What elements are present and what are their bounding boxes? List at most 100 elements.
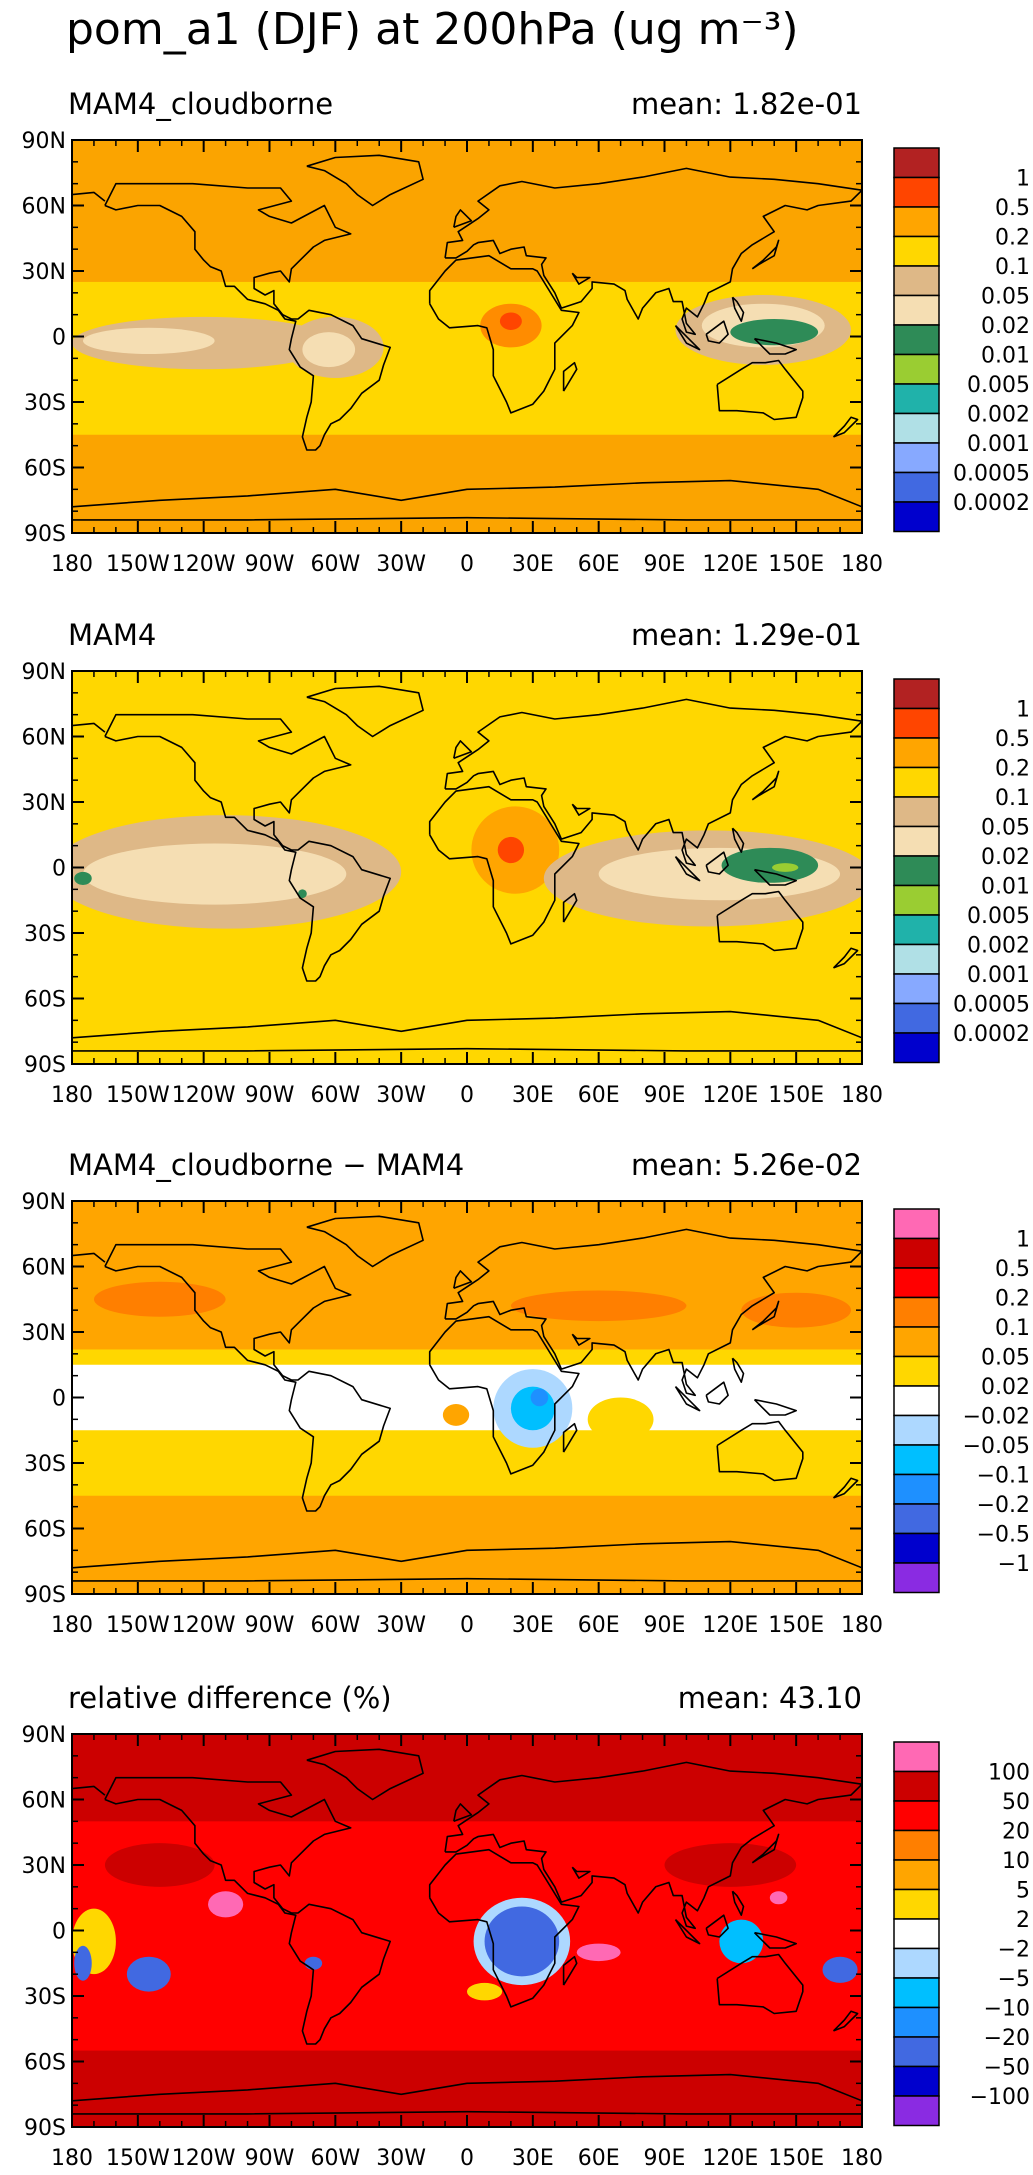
coastline: [445, 720, 862, 867]
coastline: [753, 1931, 797, 1949]
colorbar-box: [893, 2095, 940, 2127]
data-field: [72, 671, 862, 1064]
lat-label: 0: [52, 1920, 66, 1945]
lat-label: 90S: [24, 1053, 66, 1078]
lon-label: 150W: [106, 2146, 170, 2171]
lat-label: 30S: [24, 1452, 66, 1477]
panel-mean: mean: 5.26e-02: [631, 1148, 862, 1182]
coastlines: [72, 685, 862, 1052]
coastline: [832, 2010, 859, 2032]
lon-label: 180: [841, 1083, 883, 1108]
colorbar-label: 1: [1016, 167, 1030, 192]
field-region: [208, 1891, 244, 1918]
colorbar-box: [893, 1829, 940, 1861]
coastline: [306, 154, 424, 207]
colorbar-label: 0.1: [995, 255, 1030, 280]
coastline: [72, 1577, 862, 1582]
lon-label: 120W: [172, 2146, 236, 2171]
colorbar-label: 0.01: [981, 344, 1030, 369]
panel-mean: mean: 1.82e-01: [631, 87, 862, 121]
colorbar-box: [893, 766, 940, 798]
coastline: [562, 361, 578, 392]
coastline: [832, 1477, 859, 1499]
field-region: [822, 1956, 858, 1983]
coastline: [571, 272, 591, 285]
panel-label: MAM4_cloudborne − MAM4: [68, 1148, 464, 1182]
lat-label: 90N: [22, 129, 66, 154]
coastline: [716, 359, 804, 421]
colorbar-box: [893, 1473, 940, 1505]
coastline: [72, 1540, 862, 1569]
lon-label: 60W: [310, 1613, 360, 1638]
coastline: [832, 416, 859, 438]
coastline: [753, 868, 797, 886]
map-panel: MAM4 mean: 1.29e-01 90N 60N 30N 0 30S 60S 90S 180…: [22, 618, 1030, 1108]
lat-label: 0: [52, 1387, 66, 1412]
coastline: [445, 189, 862, 336]
panel-label: relative difference (%): [68, 1681, 392, 1715]
colorbar-label: 0.5: [995, 1257, 1030, 1282]
colorbar-box: [893, 884, 940, 916]
colorbar-box: [893, 2065, 940, 2097]
colorbar-box: [893, 412, 940, 444]
lon-label: 120E: [702, 2146, 758, 2171]
colorbar-label: −0.2: [977, 1493, 1030, 1518]
lon-label: 30W: [376, 2146, 426, 2171]
lon-label: 30W: [376, 552, 426, 577]
colorbar-label: 0.02: [981, 1375, 1030, 1400]
field-region: [74, 1945, 92, 1981]
colorbar-label: −5: [998, 1967, 1030, 1992]
colorbar-label: −1: [998, 1552, 1030, 1577]
colorbar-box: [893, 1032, 940, 1064]
colorbar-label: 0.02: [981, 845, 1030, 870]
coastline: [753, 337, 797, 355]
colorbar-label: 5: [1016, 1879, 1030, 1904]
lon-label: 120E: [702, 1083, 758, 1108]
lon-label: 180: [51, 552, 93, 577]
coastline: [731, 827, 745, 853]
colorbar-box: [893, 973, 940, 1005]
lat-label: 30N: [22, 791, 66, 816]
field-region: [302, 332, 356, 368]
coastline: [674, 1386, 701, 1412]
colorbar-label: 0.2: [995, 226, 1030, 251]
coastline: [716, 1953, 804, 2015]
lat-label: 60N: [22, 1256, 66, 1281]
lat-label: 30S: [24, 922, 66, 947]
colorbar-label: 0.05: [981, 816, 1030, 841]
colorbar-label: 0.0002: [953, 491, 1030, 516]
field-region: [510, 1290, 687, 1322]
coastline: [571, 1333, 591, 1346]
colorbar-box: [893, 1237, 940, 1269]
colorbar-label: 0.001: [967, 432, 1030, 457]
colorbar-box: [893, 1562, 940, 1594]
panel-mean: mean: 1.29e-01: [631, 618, 862, 652]
lon-label: 120W: [172, 552, 236, 577]
lat-label: 30S: [24, 1985, 66, 2010]
coastline: [751, 770, 780, 801]
colorbar-label: 0.05: [981, 285, 1030, 310]
field-region: [530, 1388, 549, 1407]
coastlines: [72, 154, 862, 521]
colorbar-box: [893, 707, 940, 739]
coastline: [104, 713, 391, 982]
map-panel: MAM4_cloudborne − MAM4 mean: 5.26e-02 90N 6…: [22, 1148, 1030, 1638]
colorbar-label: 0.0002: [953, 1022, 1030, 1047]
field-region: [82, 843, 347, 905]
field-region: [104, 1843, 215, 1887]
colorbar-box: [893, 1947, 940, 1979]
lat-label: 90S: [24, 2116, 66, 2141]
coastline: [705, 320, 729, 344]
lon-label: 30E: [512, 1083, 554, 1108]
lat-label: 60N: [22, 1789, 66, 1814]
colorbar-label: 0.001: [967, 963, 1030, 988]
lat-label: 30N: [22, 1854, 66, 1879]
lon-label: 90W: [245, 552, 295, 577]
colorbar-box: [893, 1741, 940, 1773]
lon-label: 180: [51, 1083, 93, 1108]
coastline: [445, 1250, 862, 1397]
colorbar-label: 0.02: [981, 314, 1030, 339]
lat-label: 0: [52, 326, 66, 351]
colorbar-label: 1: [1016, 698, 1030, 723]
data-field: [72, 1734, 862, 2127]
